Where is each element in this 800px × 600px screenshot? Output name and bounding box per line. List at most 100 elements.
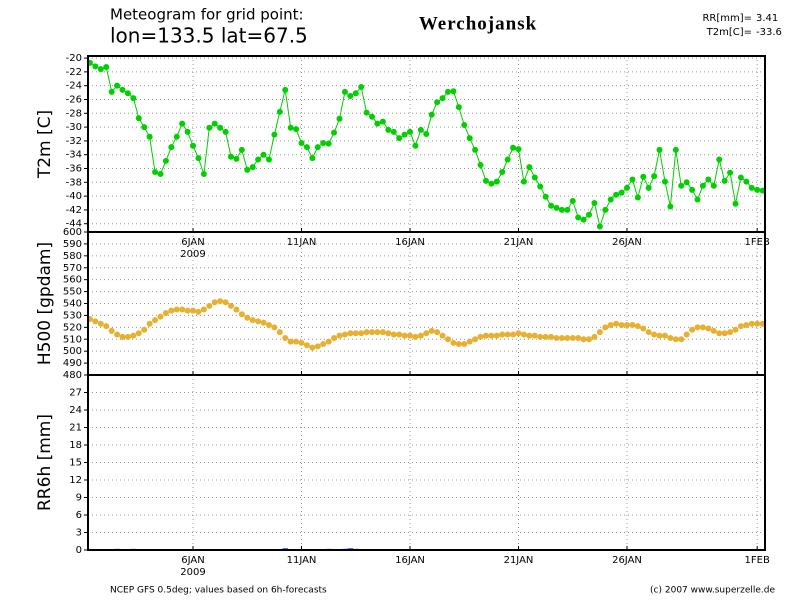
geopotential-point — [390, 331, 397, 338]
temperature-point — [482, 177, 489, 184]
temperature-point — [325, 140, 332, 147]
temperature-point — [314, 144, 321, 151]
temperature-point — [634, 194, 641, 201]
stat-label: RR[mm]= — [702, 13, 752, 24]
temperature-point — [586, 211, 593, 218]
x-tick-label: 11JAN — [287, 237, 317, 248]
temperature-point — [92, 63, 99, 70]
temperature-point — [699, 182, 706, 189]
geopotential-point — [553, 335, 560, 342]
x-tick-label: 1FEB — [745, 555, 770, 566]
geopotential-point — [434, 329, 441, 336]
y-tick-label: -26 — [66, 94, 82, 105]
geopotential-point — [412, 333, 419, 340]
temperature-point — [162, 157, 169, 164]
temperature-point — [531, 174, 538, 181]
geopotential-point — [162, 310, 169, 317]
title-line1: Meteogram for grid point: — [110, 6, 304, 24]
x-tick-label: 26JAN — [612, 237, 642, 248]
y-tick-label: 580 — [63, 251, 82, 262]
geopotential-point — [211, 299, 218, 306]
x-tick-label: 16JAN — [395, 555, 425, 566]
x-tick-label: 1FEB — [745, 237, 770, 248]
temperature-point — [613, 191, 620, 198]
geopotential-point — [97, 320, 104, 327]
panel-frame — [87, 374, 766, 551]
y-tick-label: 490 — [63, 358, 82, 369]
temperature-point — [227, 153, 234, 160]
temperature-point — [119, 86, 126, 93]
temperature-point — [260, 151, 267, 158]
temperature-point — [249, 164, 256, 171]
temperature-point — [390, 128, 397, 135]
x-tick-label: 6JAN — [181, 237, 204, 248]
geopotential-point — [206, 302, 213, 309]
geopotential-point — [705, 325, 712, 332]
temperature-point — [520, 178, 527, 185]
temperature-point — [265, 156, 272, 163]
geopotential-point — [602, 324, 609, 331]
x-tick-label: 21JAN — [504, 555, 534, 566]
geopotential-point — [385, 330, 392, 337]
temperature-point — [444, 88, 451, 95]
geopotential-point — [103, 323, 110, 330]
temperature-point — [407, 128, 414, 135]
geopotential-point — [710, 327, 717, 334]
y-tick-label: 21 — [69, 423, 82, 434]
temperature-point — [379, 118, 386, 125]
geopotential-point — [618, 321, 625, 328]
stat-label: T2m[C]= — [706, 27, 752, 38]
geopotential-point — [672, 336, 679, 343]
title-line2: lon=133.5 lat=67.5 — [110, 24, 308, 48]
geopotential-point — [314, 343, 321, 350]
geopotential-point — [293, 338, 300, 345]
geopotential-point — [520, 331, 527, 338]
geopotential-point — [754, 320, 761, 327]
geopotential-point — [200, 306, 207, 313]
temperature-point — [727, 169, 734, 176]
temperature-point — [591, 200, 598, 207]
y-tick-label: 15 — [69, 458, 82, 469]
geopotential-point — [450, 339, 457, 346]
geopotential-point — [363, 329, 370, 336]
temperature-point — [656, 146, 663, 153]
temperature-point — [385, 126, 392, 133]
x-tick-label: 16JAN — [395, 237, 425, 248]
geopotential-point — [168, 307, 175, 314]
geopotential-point — [265, 321, 272, 328]
geopotential-point — [629, 321, 636, 328]
temperature-point — [623, 184, 630, 191]
y-tick-label: -28 — [66, 108, 82, 119]
geopotential-point — [249, 317, 256, 324]
geopotential-point — [661, 332, 668, 339]
y-axis-label: H500 [gpdam] — [35, 242, 55, 365]
y-tick-label: -44 — [66, 219, 82, 230]
geopotential-point — [320, 341, 327, 348]
temperature-point — [114, 82, 121, 89]
temperature-point — [412, 142, 419, 149]
geopotential-point — [428, 327, 435, 334]
y-tick-label: 560 — [63, 275, 82, 286]
geopotential-point — [667, 335, 674, 342]
geopotential-point — [298, 339, 305, 346]
geopotential-point — [482, 332, 489, 339]
temperature-point — [689, 186, 696, 193]
temperature-point — [417, 126, 424, 133]
temperature-point — [705, 176, 712, 183]
temperature-point — [211, 120, 218, 127]
y-tick-label: 530 — [63, 310, 82, 321]
geopotential-point — [542, 333, 549, 340]
geopotential-point — [461, 341, 468, 348]
x-year-label: 2009 — [180, 567, 205, 578]
geopotential-point — [488, 332, 495, 339]
temperature-point — [461, 122, 468, 129]
temperature-point — [244, 166, 251, 173]
temperature-point — [754, 186, 761, 193]
geopotential-point — [743, 321, 750, 328]
geopotential-point — [303, 342, 310, 349]
temperature-point — [629, 176, 636, 183]
temperature-point — [678, 182, 685, 189]
temperature-point — [276, 108, 283, 115]
temperature-point — [320, 139, 327, 146]
temperature-point — [732, 200, 739, 207]
